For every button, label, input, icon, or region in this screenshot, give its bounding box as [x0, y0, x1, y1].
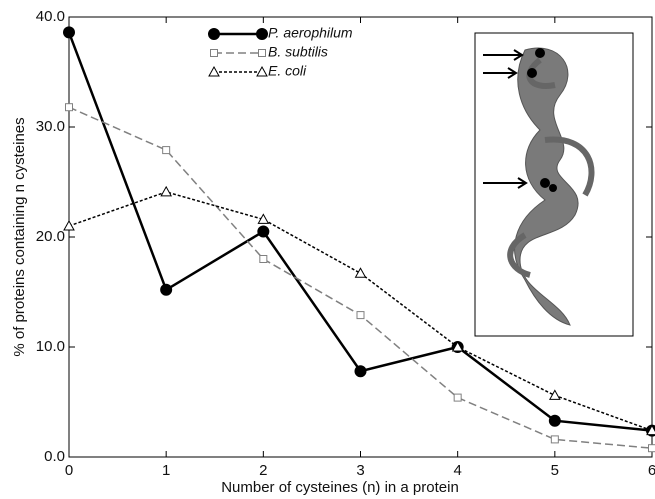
- point: [259, 255, 268, 263]
- point: [648, 444, 655, 453]
- cysteine: [549, 184, 557, 192]
- point: [160, 185, 173, 197]
- point: [451, 340, 464, 352]
- legend-label: E. coli: [268, 63, 307, 79]
- legend-marker: [258, 49, 266, 57]
- legend-label: B. subtilis: [268, 44, 328, 60]
- point: [453, 393, 462, 402]
- x-tick-label: 0: [65, 462, 73, 479]
- point: [548, 389, 561, 400]
- point: [548, 414, 561, 427]
- x-tick-label: 1: [162, 462, 170, 479]
- legend-marker: [208, 65, 220, 77]
- point: [65, 103, 73, 112]
- cysteine: [527, 68, 537, 78]
- point: [354, 365, 367, 378]
- inset-image: [474, 32, 634, 337]
- x-tick-label: 2: [259, 462, 267, 479]
- legend-label: P. aerophilum: [268, 25, 353, 41]
- arrows: [483, 49, 528, 189]
- point: [63, 219, 75, 231]
- x-tick-label: 5: [551, 462, 559, 479]
- y-tick-label: 10.0: [36, 338, 65, 355]
- y-tick-label: 20.0: [36, 228, 65, 245]
- legend-marker: [210, 49, 218, 57]
- point: [257, 225, 270, 238]
- protein-helix: [507, 57, 595, 278]
- legend-marker: [256, 28, 268, 40]
- point: [63, 26, 75, 39]
- y-tick-label: 30.0: [36, 118, 65, 135]
- x-axis-label: Number of cysteines (n) in a protein: [221, 479, 459, 496]
- point: [257, 213, 270, 224]
- cysteine: [540, 178, 550, 188]
- x-tick-label: 3: [356, 462, 364, 479]
- y-tick-label: 40.0: [36, 8, 65, 25]
- x-tick-label: 6: [648, 462, 655, 479]
- legend-marker: [256, 65, 268, 77]
- x-tick-label: 4: [453, 462, 461, 479]
- legend-marker: [208, 28, 220, 40]
- cysteine: [535, 48, 545, 58]
- point: [354, 267, 367, 278]
- y-axis-label: % of proteins containing n cysteines: [11, 117, 28, 356]
- point: [550, 435, 559, 444]
- point: [160, 283, 173, 296]
- point: [356, 311, 365, 320]
- y-tick-label: 0.0: [44, 448, 65, 465]
- point: [162, 146, 171, 155]
